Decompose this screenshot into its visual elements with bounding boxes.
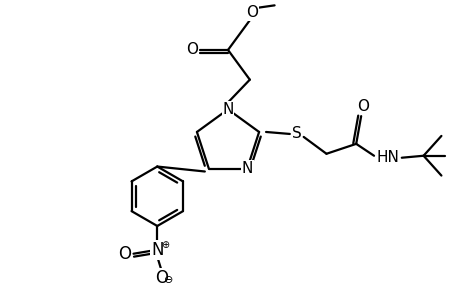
- Text: O: O: [356, 99, 368, 114]
- Text: S: S: [291, 127, 301, 142]
- Text: O: O: [245, 5, 257, 20]
- Text: O: O: [154, 268, 168, 286]
- Text: O: O: [118, 245, 131, 263]
- Text: HN: HN: [375, 150, 398, 165]
- Text: N: N: [241, 161, 252, 176]
- Text: O: O: [186, 42, 198, 57]
- Text: ⊖: ⊖: [164, 275, 174, 286]
- Text: ⊕: ⊕: [161, 240, 169, 250]
- Text: N: N: [222, 102, 233, 117]
- Text: N: N: [151, 241, 163, 259]
